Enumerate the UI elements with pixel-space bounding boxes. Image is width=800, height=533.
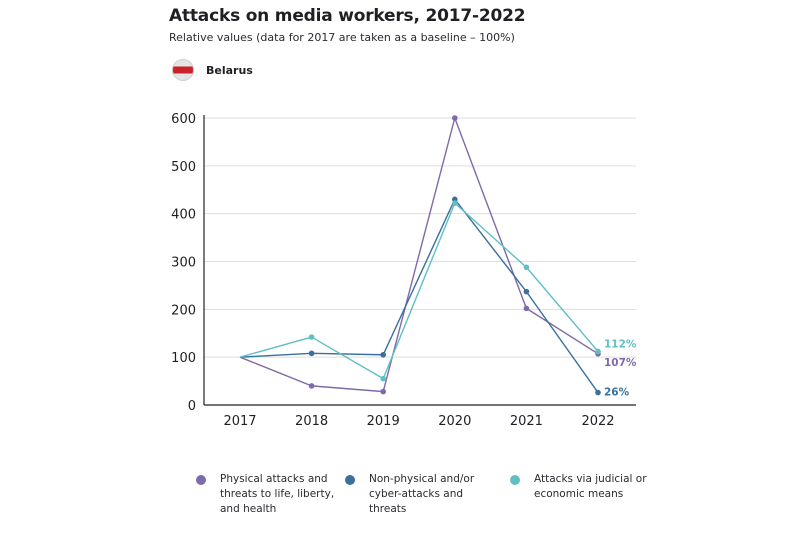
data-point-nonphysical — [380, 351, 387, 358]
data-point-physical — [452, 115, 458, 121]
y-tick-label: 100 — [171, 351, 196, 366]
series-line-judicial — [239, 202, 599, 380]
legend-item-physical: Physical attacks and threats to life, li… — [196, 472, 335, 517]
series-line-physical — [239, 117, 599, 393]
x-tick-label: 2021 — [510, 414, 543, 429]
data-point-physical — [523, 305, 530, 312]
legend-marker-nonphysical — [345, 475, 355, 485]
legend-label-judicial: Attacks via judicial or economic means — [534, 473, 647, 500]
legend-label-nonphysical: Non-physical and/or cyber-attacks and th… — [369, 473, 475, 515]
legend-label-physical: Physical attacks and threats to life, li… — [220, 473, 335, 515]
y-tick-label: 500 — [171, 160, 196, 175]
chart-subtitle: Relative values (data for 2017 are taken… — [169, 31, 515, 44]
data-point-judicial — [595, 348, 601, 355]
country-name: Belarus — [206, 63, 253, 77]
data-point-judicial — [380, 375, 387, 382]
y-tick-label: 600 — [171, 112, 196, 127]
data-point-judicial — [523, 264, 530, 271]
data-point-nonphysical — [452, 196, 458, 203]
data-point-judicial — [308, 334, 315, 340]
legend-marker-physical — [196, 475, 206, 485]
legend-item-judicial: Attacks via judicial or economic means — [510, 472, 649, 502]
x-tick-label: 2019 — [367, 414, 400, 429]
y-tick-label: 0 — [188, 399, 196, 414]
chart-title: Attacks on media workers, 2017-2022 — [169, 6, 526, 26]
x-tick-label: 2022 — [581, 414, 614, 429]
country-label: Belarus — [172, 59, 253, 81]
belarus-flag-icon — [172, 59, 194, 81]
end-label-physical: 107% — [604, 357, 637, 369]
legend-marker-judicial — [510, 475, 520, 485]
data-point-judicial — [452, 200, 458, 206]
end-label-nonphysical: 26% — [604, 387, 630, 399]
data-point-nonphysical — [595, 389, 601, 396]
data-point-nonphysical — [523, 288, 530, 295]
data-point-physical — [308, 383, 315, 389]
x-tick-label: 2020 — [438, 414, 471, 429]
data-point-nonphysical — [308, 350, 315, 357]
x-tick-label: 2018 — [295, 414, 328, 429]
y-tick-label: 400 — [171, 208, 196, 223]
y-tick-label: 200 — [171, 303, 196, 318]
x-tick-label: 2017 — [223, 414, 256, 429]
legend-item-nonphysical: Non-physical and/or cyber-attacks and th… — [345, 472, 484, 517]
data-point-physical — [380, 388, 387, 395]
y-tick-label: 300 — [171, 256, 196, 271]
series-line-nonphysical — [239, 198, 599, 393]
end-label-judicial: 112% — [604, 338, 637, 350]
